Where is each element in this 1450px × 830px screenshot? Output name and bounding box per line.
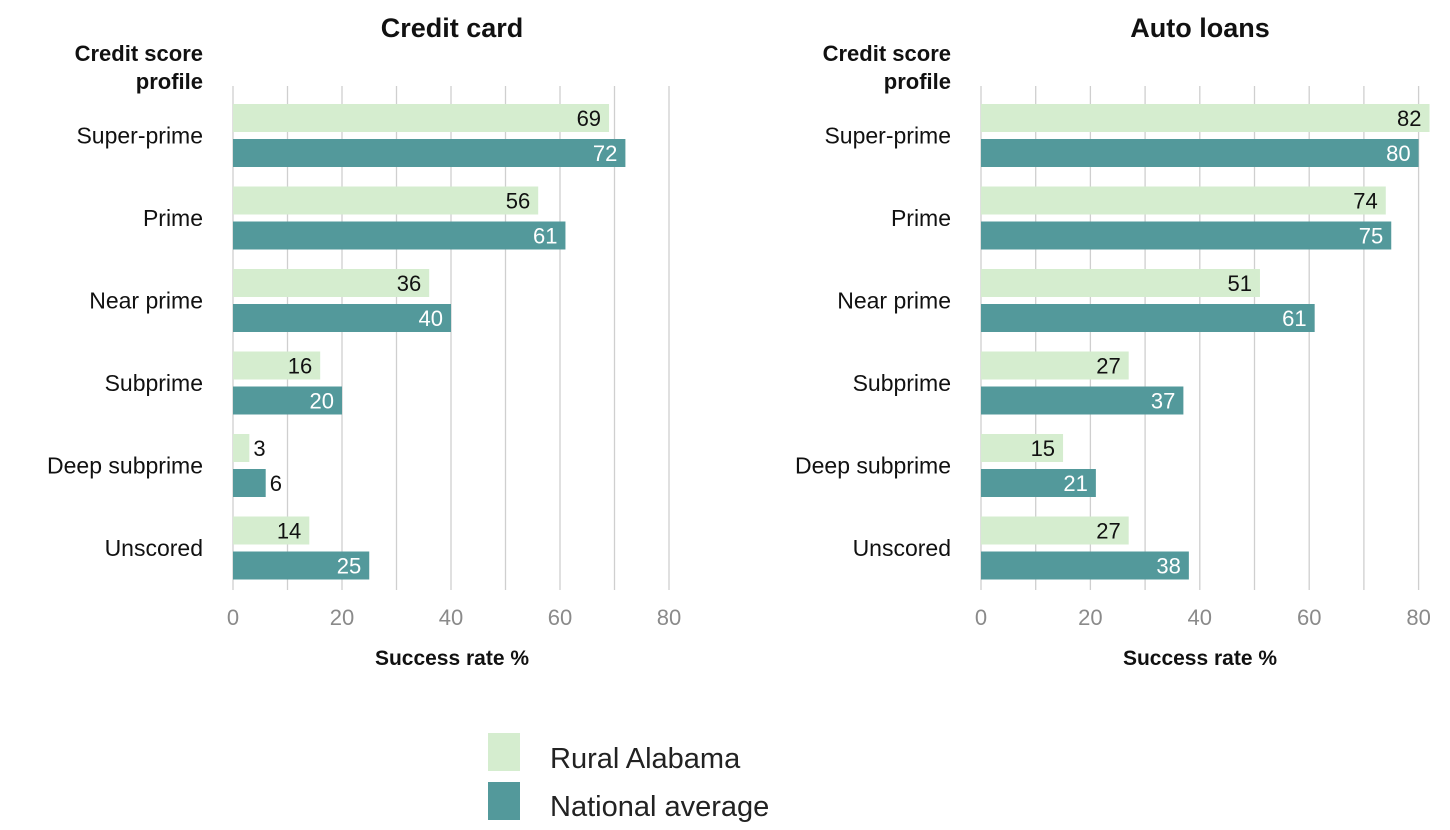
data-label: 80 [1386, 141, 1410, 166]
x-tick-label: 80 [657, 605, 681, 630]
category-label: Unscored [853, 535, 951, 561]
legend-swatch-rural [488, 733, 520, 771]
bar-national-average [233, 551, 370, 580]
category-label: Deep subprime [795, 453, 951, 479]
data-label: 82 [1397, 106, 1421, 131]
x-axis-title: Success rate % [375, 647, 529, 670]
bar-rural-alabama [981, 269, 1260, 297]
category-label: Super-prime [824, 123, 951, 149]
bar-rural-alabama [233, 516, 310, 545]
data-label: 20 [310, 389, 334, 414]
data-label: 40 [419, 306, 443, 331]
legend-label-national: National average [550, 791, 769, 823]
data-label: 51 [1227, 271, 1251, 296]
bar-national-average [233, 386, 342, 415]
data-label: 16 [288, 354, 312, 379]
x-tick-label: 0 [227, 605, 239, 630]
x-tick-label: 20 [330, 605, 354, 630]
category-label: Deep subprime [47, 453, 203, 479]
legend: Rural Alabama National average [488, 733, 769, 823]
data-label: 6 [270, 471, 282, 496]
data-label: 14 [277, 519, 301, 544]
chart-title: Auto loans [1130, 13, 1270, 43]
bar-rural-alabama [233, 186, 539, 215]
x-tick-label: 40 [1188, 605, 1212, 630]
data-label: 27 [1096, 519, 1120, 544]
x-axis-title: Success rate % [1123, 647, 1277, 670]
x-tick-label: 0 [975, 605, 987, 630]
x-tick-label: 80 [1406, 605, 1430, 630]
category-label: Near prime [89, 288, 203, 314]
chart-panel-auto-loans: Auto loans Credit score profile 82 80 74 75 5… [795, 13, 1431, 670]
bar-national-average [981, 551, 1189, 580]
x-tick-label: 60 [548, 605, 572, 630]
x-tick-label: 60 [1297, 605, 1321, 630]
data-label: 56 [506, 189, 530, 214]
data-label: 75 [1359, 224, 1383, 249]
data-label: 38 [1156, 554, 1180, 579]
legend-label-rural: Rural Alabama [550, 743, 741, 775]
data-label: 74 [1353, 189, 1377, 214]
bar-national-average [981, 304, 1315, 332]
chart-panel-credit-card: Credit card Credit score profile 69725661… [47, 13, 681, 670]
data-label: 36 [397, 271, 421, 296]
category-label: Super-prime [76, 123, 203, 149]
bar-rural-alabama [233, 104, 610, 132]
y-axis-title-text: Credit score profile [823, 41, 951, 94]
data-label: 69 [577, 106, 601, 131]
bar-national-average [981, 221, 1392, 250]
data-label: 15 [1031, 436, 1055, 461]
bar-national-average [233, 304, 451, 332]
category-label: Subprime [853, 370, 951, 396]
bar-rural-alabama [233, 434, 250, 462]
bar-national-average [233, 221, 566, 250]
data-label: 3 [253, 436, 265, 461]
category-label: Unscored [105, 535, 203, 561]
x-tick-label: 40 [439, 605, 463, 630]
category-label: Near prime [837, 288, 951, 314]
bar-rural-alabama [233, 269, 430, 297]
bar-rural-alabama [981, 186, 1386, 215]
bar-national-average [233, 469, 266, 497]
data-label: 21 [1063, 471, 1087, 496]
data-label: 72 [593, 141, 617, 166]
chart-title: Credit card [381, 13, 524, 43]
category-label: Prime [891, 205, 951, 231]
bar-rural-alabama [233, 351, 321, 380]
data-label: 61 [1282, 306, 1306, 331]
category-label: Subprime [105, 370, 203, 396]
bar-rural-alabama [981, 351, 1129, 380]
bar-rural-alabama [981, 516, 1129, 545]
y-axis-title: Credit score profile [823, 41, 951, 94]
data-label: 37 [1151, 389, 1175, 414]
y-axis-title: Credit score profile [75, 41, 203, 94]
data-label: 27 [1096, 354, 1120, 379]
data-label: 25 [337, 554, 361, 579]
bar-national-average [981, 469, 1096, 497]
y-axis-title-text: Credit score profile [75, 41, 203, 94]
bar-national-average [233, 139, 626, 167]
legend-swatch-national [488, 782, 520, 820]
bar-rural-alabama [981, 434, 1064, 462]
data-label: 61 [533, 224, 557, 249]
category-label: Prime [143, 205, 203, 231]
bar-rural-alabama [981, 104, 1430, 132]
x-tick-label: 20 [1078, 605, 1102, 630]
bar-national-average [981, 139, 1419, 167]
bar-national-average [981, 386, 1184, 415]
